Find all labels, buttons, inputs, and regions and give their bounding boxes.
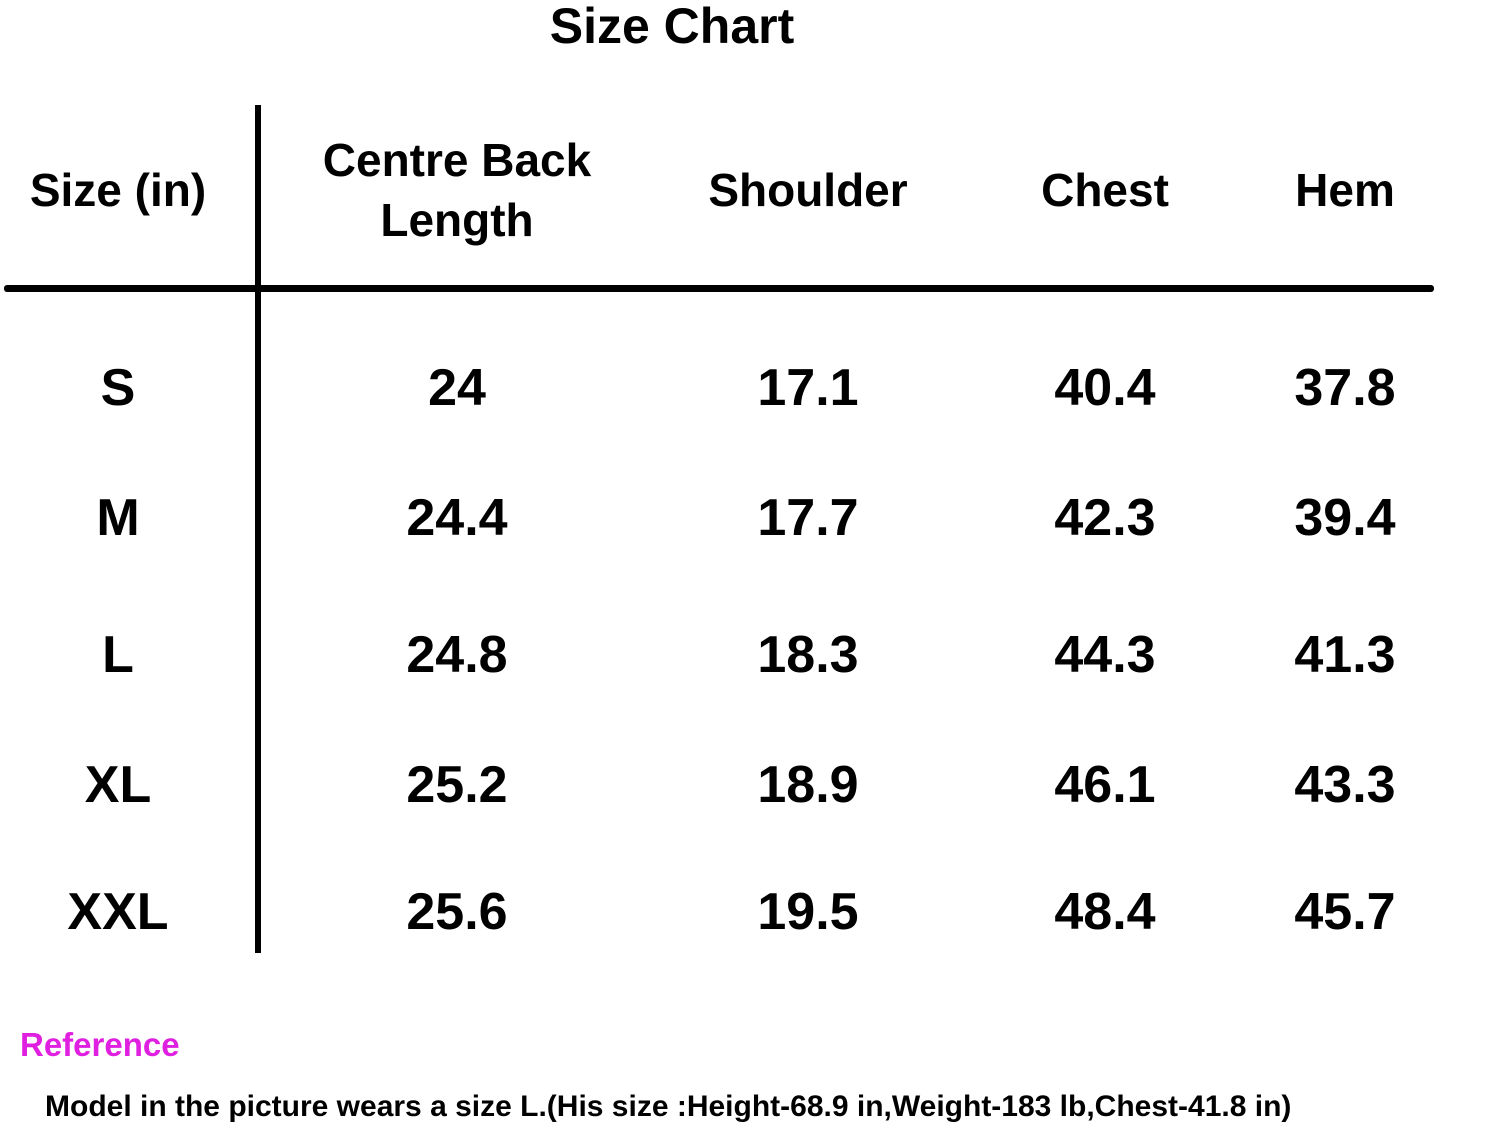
size-label: XXL [67, 883, 169, 941]
measurement: 41.3 [1294, 626, 1396, 684]
measurement: 42.3 [1054, 489, 1156, 547]
measurement: 48.4 [1054, 883, 1156, 941]
measurement: 24.8 [406, 626, 508, 684]
size-label: M [96, 489, 140, 547]
measurement: 40.4 [1054, 359, 1156, 417]
reference-label: Reference [20, 1026, 180, 1063]
measurement: 17.1 [757, 359, 859, 417]
measurement: 18.3 [757, 626, 859, 684]
column-header: Shoulder [708, 164, 908, 216]
column-header: Chest [1041, 164, 1169, 216]
title: Size Chart [549, 0, 795, 54]
size-label: S [100, 359, 136, 417]
measurement: 25.6 [406, 883, 508, 941]
measurement: 39.4 [1294, 489, 1396, 547]
measurement: 43.3 [1294, 756, 1396, 814]
column-header: Size (in) [29, 164, 207, 216]
measurement: 18.9 [757, 756, 859, 814]
vertical-rule [255, 105, 261, 953]
horizontal-rule [4, 285, 1434, 292]
measurement: 45.7 [1294, 883, 1396, 941]
measurement: 25.2 [406, 756, 508, 814]
column-header: Centre Back Length [322, 134, 592, 246]
reference-note: Model in the picture wears a size L.(His… [45, 1090, 1292, 1123]
size-label: XL [84, 756, 152, 814]
measurement: 37.8 [1294, 359, 1396, 417]
measurement: 24.4 [406, 489, 508, 547]
measurement: 44.3 [1054, 626, 1156, 684]
measurement: 19.5 [757, 883, 859, 941]
column-header: Hem [1295, 164, 1395, 216]
size-label: L [102, 626, 134, 684]
measurement: 17.7 [757, 489, 859, 547]
measurement: 46.1 [1054, 756, 1156, 814]
measurement: 24 [428, 359, 486, 417]
